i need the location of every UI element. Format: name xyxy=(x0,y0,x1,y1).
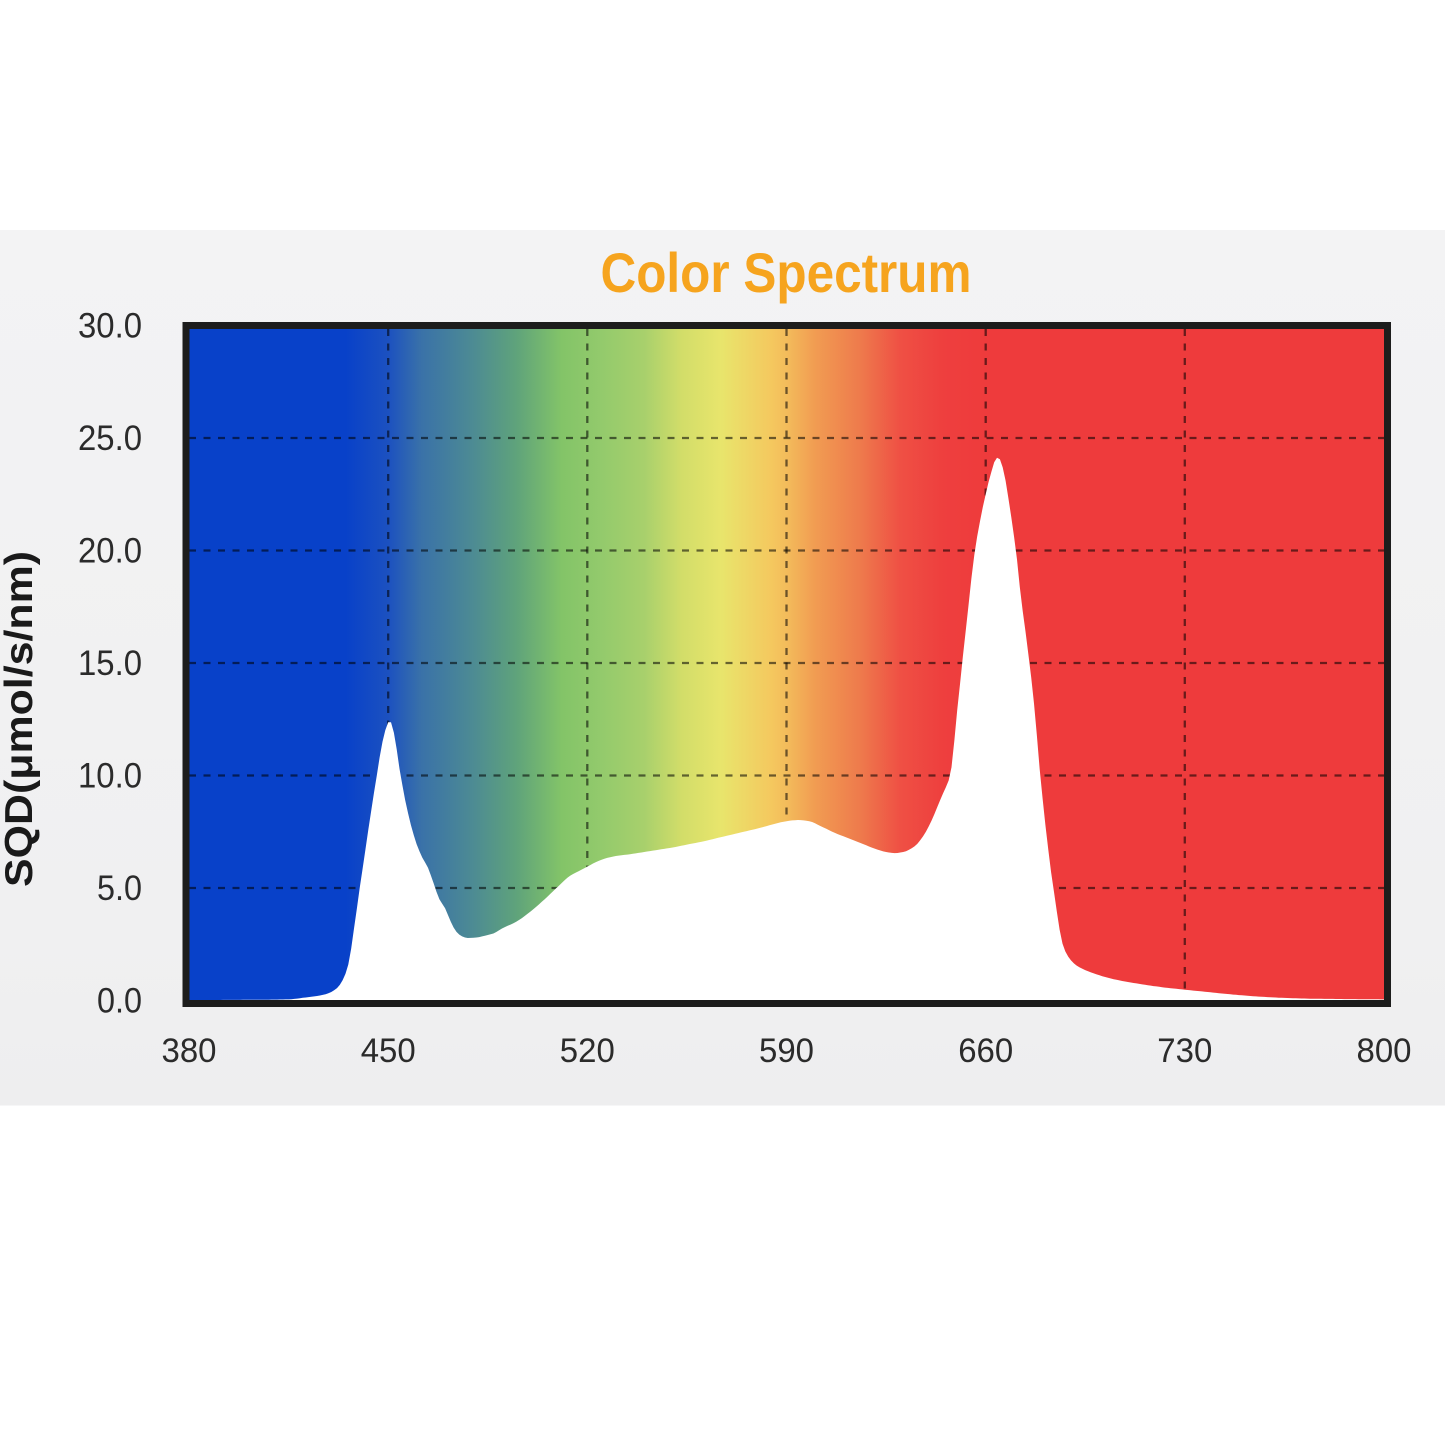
svg-text:450: 450 xyxy=(361,1032,416,1070)
svg-text:730: 730 xyxy=(1157,1032,1212,1070)
svg-text:Color Spectrum: Color Spectrum xyxy=(601,241,972,304)
svg-text:25.0: 25.0 xyxy=(78,419,142,458)
svg-text:30.0: 30.0 xyxy=(78,307,142,346)
svg-text:15.0: 15.0 xyxy=(78,644,142,683)
svg-text:800: 800 xyxy=(1357,1032,1412,1070)
svg-text:520: 520 xyxy=(560,1032,615,1070)
svg-text:0.0: 0.0 xyxy=(97,982,142,1021)
svg-text:20.0: 20.0 xyxy=(78,532,142,571)
svg-text:590: 590 xyxy=(759,1032,814,1070)
svg-text:10.0: 10.0 xyxy=(78,757,142,796)
svg-text:380: 380 xyxy=(162,1032,217,1070)
svg-text:SQD(μmol/s/nm): SQD(μmol/s/nm) xyxy=(0,551,41,887)
svg-text:5.0: 5.0 xyxy=(97,869,142,908)
svg-text:660: 660 xyxy=(958,1032,1013,1070)
